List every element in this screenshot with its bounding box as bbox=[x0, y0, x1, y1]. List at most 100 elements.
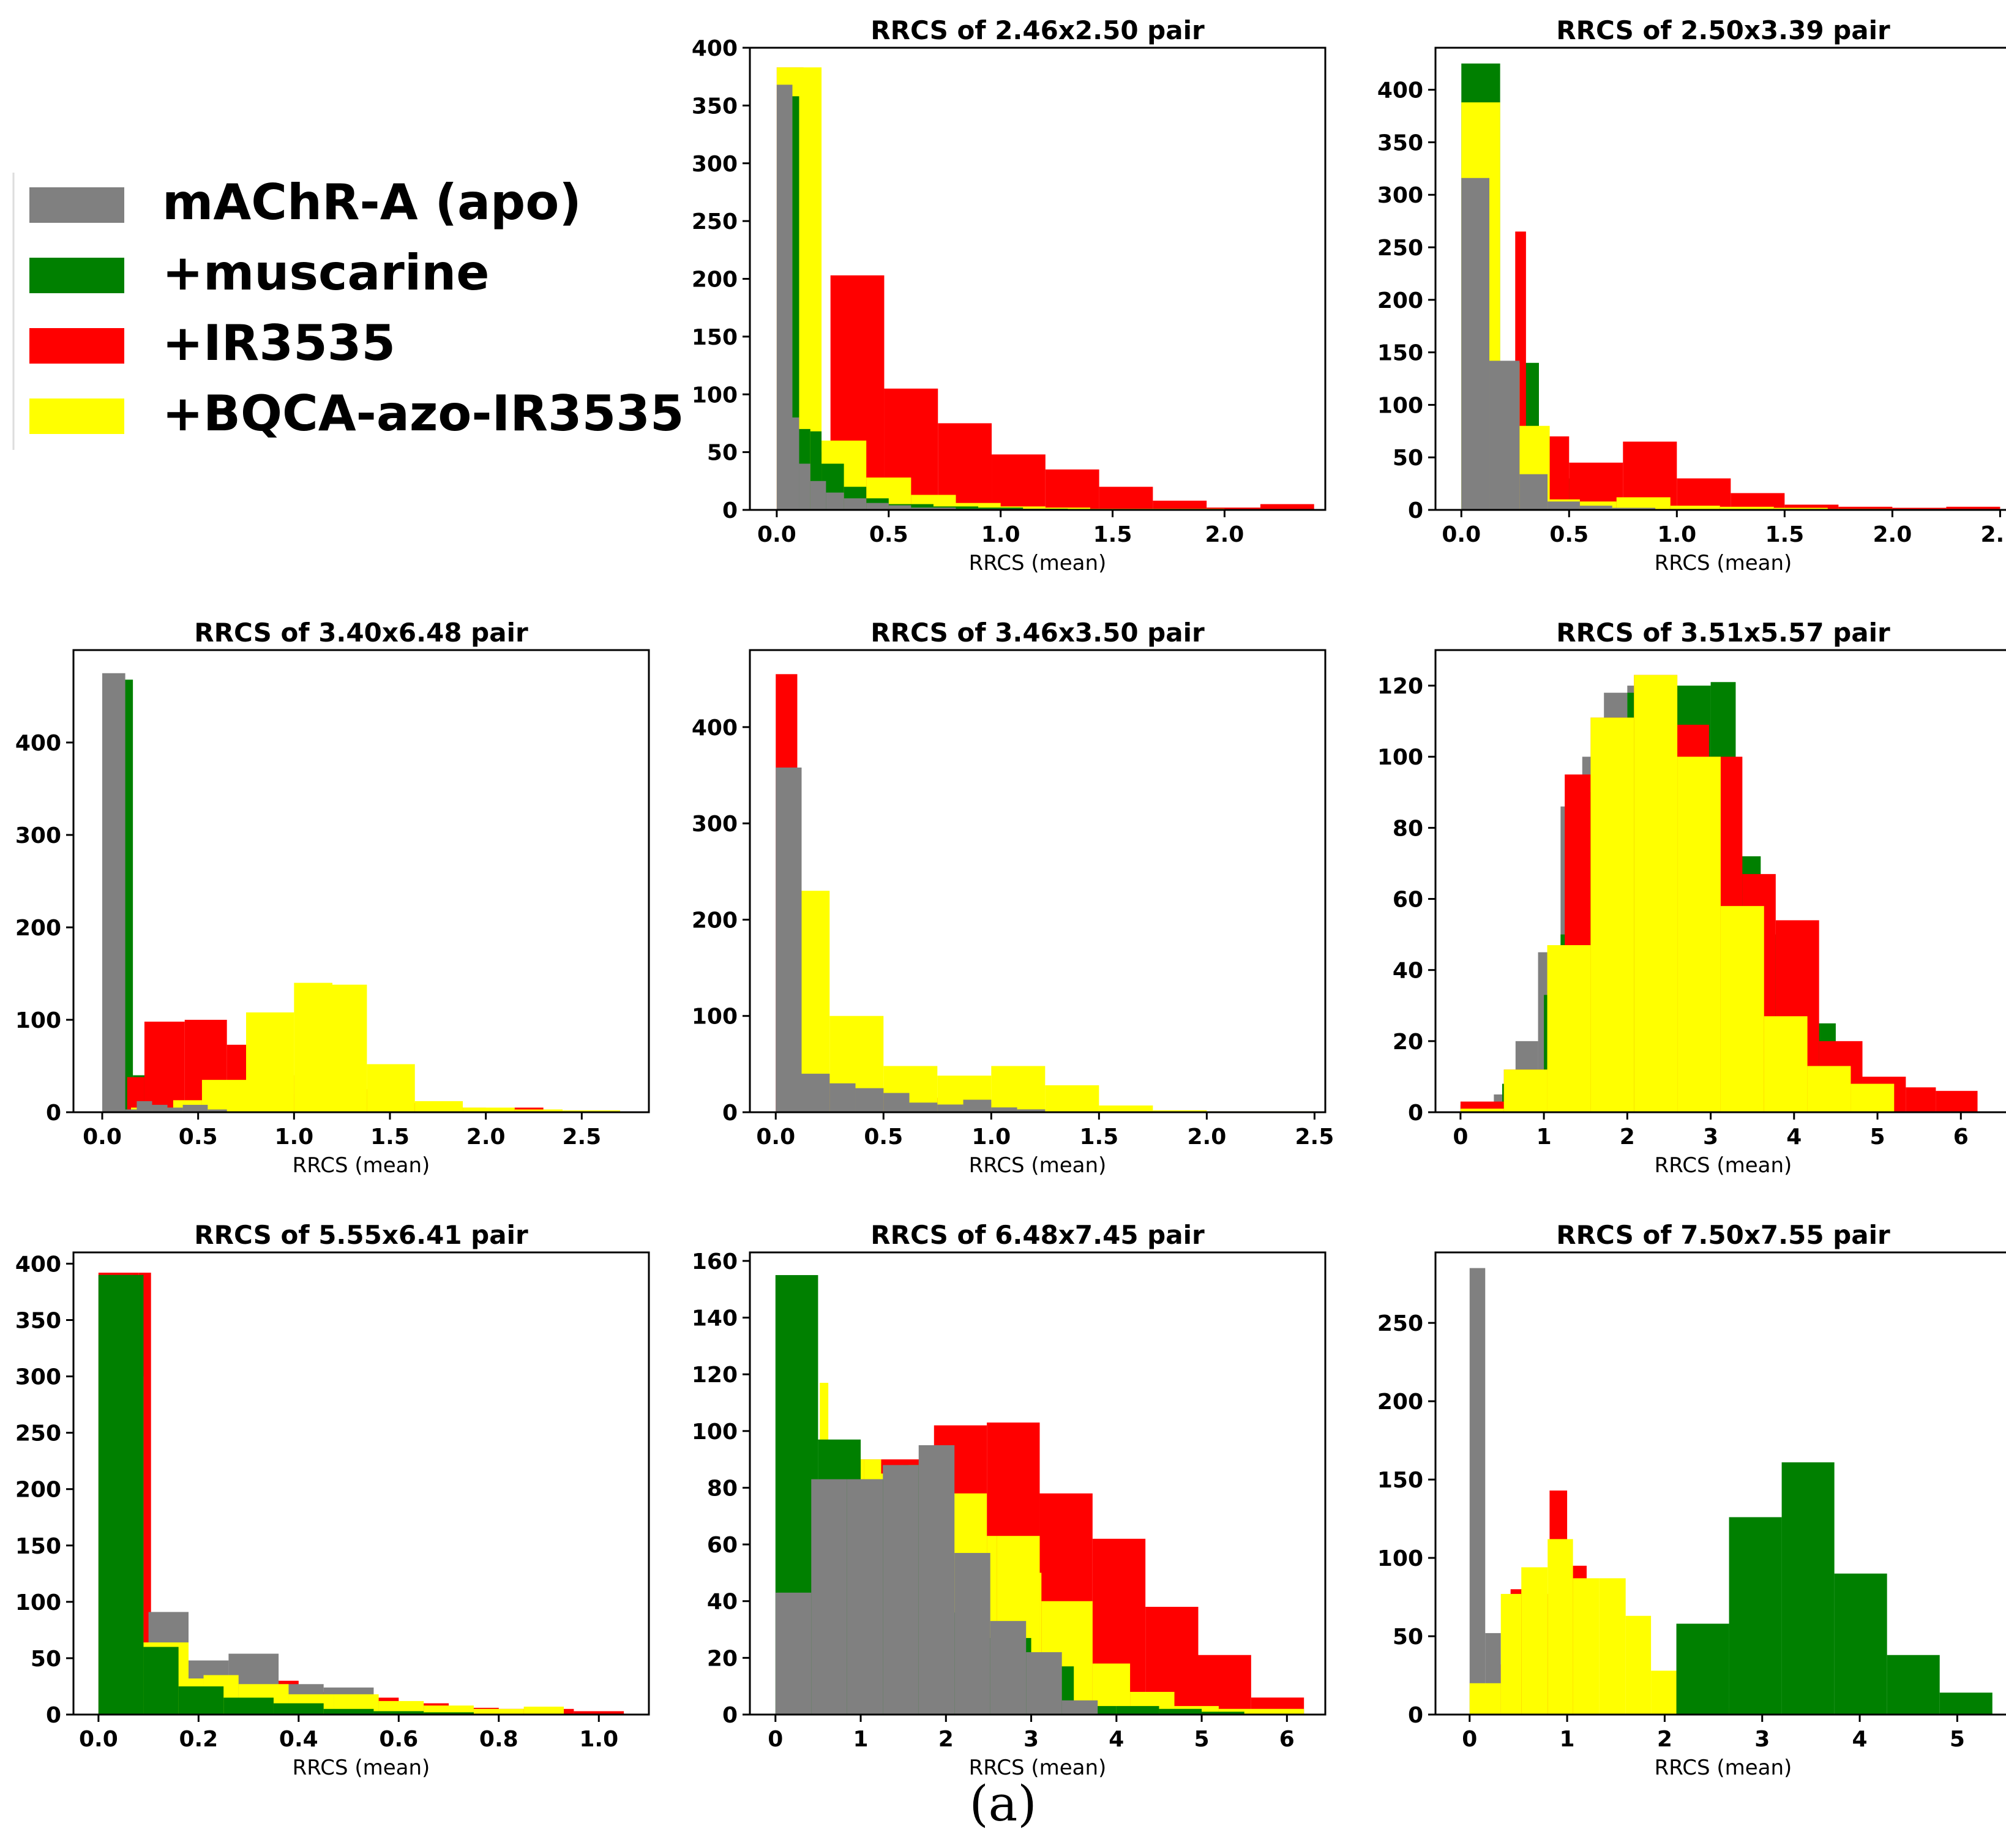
panel-5-bar-ir3535-12 bbox=[1906, 1087, 1936, 1112]
panel-4-axes-frame bbox=[749, 649, 1327, 1113]
panel-2-ytick-label-7: 350 bbox=[1377, 130, 1423, 155]
panel-2-bar-apo-3 bbox=[1548, 501, 1580, 510]
panel-2-xtick-label-4: 2.0 bbox=[1873, 522, 1912, 547]
panel-3-bar-apo-4 bbox=[167, 1107, 183, 1112]
panel-5-title: RRCS of 3.51x5.57 pair bbox=[1556, 618, 1890, 648]
panel-2-xlabel: RRCS (mean) bbox=[1655, 551, 1792, 575]
panel-5-bar-bqca-3 bbox=[1590, 717, 1634, 1112]
panel-2-xtick-label-2: 1.0 bbox=[1657, 522, 1696, 547]
panel-5-xtick-label-1: 1 bbox=[1536, 1124, 1552, 1150]
panel-6-bar-muscarine-3 bbox=[223, 1697, 274, 1715]
panel-8-ytick-label-4: 200 bbox=[1377, 1390, 1423, 1415]
panel-8-bar-bqca-2 bbox=[1521, 1567, 1548, 1715]
panel-6-ytick-label-0: 0 bbox=[46, 1703, 61, 1728]
panel-1-bar-apo-4 bbox=[826, 492, 844, 510]
panel-2-ytick-label-5: 250 bbox=[1377, 236, 1423, 261]
panel-7-bar-bqca-10 bbox=[1039, 1573, 1042, 1715]
panel-7-xtick-label-2: 2 bbox=[938, 1727, 954, 1752]
panel-8-bar-bqca-1 bbox=[1500, 1593, 1522, 1715]
panel-6-ytick-label-5: 250 bbox=[15, 1421, 61, 1446]
panel-8-xtick-label-1: 1 bbox=[1560, 1727, 1575, 1752]
panel-3-bar-apo-5 bbox=[182, 1104, 208, 1112]
panel-2-bar-apo-1 bbox=[1489, 361, 1520, 510]
panel-1-xlabel: RRCS (mean) bbox=[969, 551, 1107, 575]
panel-7-ytick-label-6: 120 bbox=[692, 1363, 738, 1388]
panel-7-ytick-label-5: 100 bbox=[692, 1420, 738, 1445]
panel-6-bar-bqca-11 bbox=[523, 1707, 564, 1715]
panel-6-xlabel: RRCS (mean) bbox=[293, 1756, 430, 1780]
panel-3-xtick-label-2: 1.0 bbox=[274, 1124, 313, 1150]
panel-3-bar-apo-3 bbox=[152, 1104, 168, 1112]
legend-label-0: mAChR-A (apo) bbox=[162, 174, 582, 231]
panel-6-ytick-label-6: 300 bbox=[15, 1365, 61, 1390]
panel-7-ytick-label-0: 0 bbox=[722, 1703, 738, 1728]
panel-3-xlabel: RRCS (mean) bbox=[293, 1153, 430, 1178]
panel-1-xtick-label-3: 1.5 bbox=[1093, 522, 1132, 547]
panel-3-bar-bqca-10 bbox=[514, 1109, 563, 1112]
panel-6-bar-muscarine-5 bbox=[323, 1708, 374, 1715]
panel-3-axes-frame bbox=[72, 649, 650, 1113]
panel-6-bar-muscarine-1 bbox=[143, 1647, 179, 1715]
panel-7-xtick-label-3: 3 bbox=[1024, 1727, 1039, 1752]
panel-4-bar-apo-1 bbox=[801, 1074, 830, 1112]
panel-5-bar-bqca-9 bbox=[1851, 1083, 1895, 1112]
panel-6-xtick-label-0: 0.0 bbox=[79, 1727, 118, 1752]
panel-4-ytick-label-2: 200 bbox=[692, 908, 738, 933]
panel-8-bar-muscarine-3 bbox=[1781, 1462, 1835, 1715]
panel-7-bar-apo-5 bbox=[954, 1552, 990, 1715]
panel-8-bar-bqca-4 bbox=[1573, 1578, 1600, 1715]
panel-7-xlabel: RRCS (mean) bbox=[969, 1756, 1107, 1780]
panel-4-bar-bqca-8 bbox=[1153, 1110, 1207, 1112]
panel-4-bar-apo-7 bbox=[963, 1099, 992, 1112]
panel-3-bar-bqca-11 bbox=[563, 1110, 620, 1112]
panel-2-xtick-label-3: 1.5 bbox=[1765, 522, 1804, 547]
panel-7-axes-frame bbox=[749, 1251, 1327, 1716]
panel-4-title: RRCS of 3.46x3.50 pair bbox=[870, 618, 1205, 648]
panel-4-ytick-label-0: 0 bbox=[722, 1101, 738, 1126]
panel-1-ytick-label-1: 50 bbox=[707, 441, 738, 466]
panel-4-bar-apo-6 bbox=[937, 1104, 964, 1112]
panel-1-bar-apo-2 bbox=[799, 463, 810, 510]
panel-6-ytick-label-4: 200 bbox=[15, 1478, 61, 1503]
panel-3-xtick-label-1: 0.5 bbox=[179, 1124, 218, 1150]
panel-4-xtick-label-5: 2.5 bbox=[1295, 1124, 1334, 1150]
panel-4-xtick-label-4: 2.0 bbox=[1187, 1124, 1226, 1150]
panel-3-bar-bqca-8 bbox=[414, 1101, 463, 1112]
panel-4-bar-apo-3 bbox=[855, 1088, 884, 1112]
panel-2-bar-apo-2 bbox=[1519, 474, 1548, 510]
panel-3-ytick-label-0: 0 bbox=[46, 1101, 61, 1126]
panel-1-bar-apo-6 bbox=[866, 503, 889, 510]
panel-1-ytick-label-4: 200 bbox=[692, 267, 738, 293]
panel-5-bar-bqca-7 bbox=[1764, 1016, 1808, 1112]
panel-2-bar-bqca-7 bbox=[1720, 506, 1774, 510]
panel-2-bar-bqca-8 bbox=[1773, 507, 1828, 510]
panel-8-axes-frame bbox=[1434, 1251, 2006, 1716]
panel-2-ytick-label-3: 150 bbox=[1377, 341, 1423, 366]
panel-2-ytick-label-8: 400 bbox=[1377, 78, 1423, 103]
panel-7-bar-apo-8 bbox=[1061, 1700, 1098, 1715]
legend-swatch-0 bbox=[29, 187, 124, 223]
panel-3-ytick-label-2: 200 bbox=[15, 916, 61, 941]
panel-2-bar-ir3535-10 bbox=[1946, 506, 2000, 510]
panel-3-bar-apo-2 bbox=[137, 1101, 152, 1112]
panel-4-xtick-label-2: 1.0 bbox=[971, 1124, 1011, 1150]
panel-3-bar-apo-6 bbox=[208, 1109, 227, 1112]
panel-3-bar-apo-0 bbox=[102, 673, 125, 1112]
figure-caption: (a) bbox=[969, 1775, 1037, 1832]
panel-8-bar-muscarine-2 bbox=[1729, 1517, 1782, 1715]
panel-4-ytick-label-4: 400 bbox=[692, 716, 738, 741]
panel-3-bar-apo-1 bbox=[125, 1109, 137, 1112]
panel-6-bar-ir3535-11 bbox=[574, 1711, 624, 1715]
panel-6-bar-muscarine-4 bbox=[273, 1703, 324, 1715]
panel-7-bar-apo-4 bbox=[918, 1445, 955, 1715]
panel-2-bar-ir3535-8 bbox=[1838, 506, 1893, 510]
panel-7-bar-muscarine-11 bbox=[1202, 1711, 1244, 1715]
panel-3-ytick-label-3: 300 bbox=[15, 823, 61, 848]
panel-4-xtick-label-1: 0.5 bbox=[864, 1124, 903, 1150]
panel-7-xtick-label-4: 4 bbox=[1109, 1727, 1124, 1752]
panel-2-ytick-label-4: 200 bbox=[1377, 288, 1423, 313]
panel-1-bar-ir3535-5 bbox=[992, 454, 1046, 510]
panel-1-title: RRCS of 2.46x2.50 pair bbox=[870, 15, 1205, 45]
panel-6-axes-frame bbox=[72, 1251, 650, 1716]
panel-8-ytick-label-5: 250 bbox=[1377, 1311, 1423, 1336]
